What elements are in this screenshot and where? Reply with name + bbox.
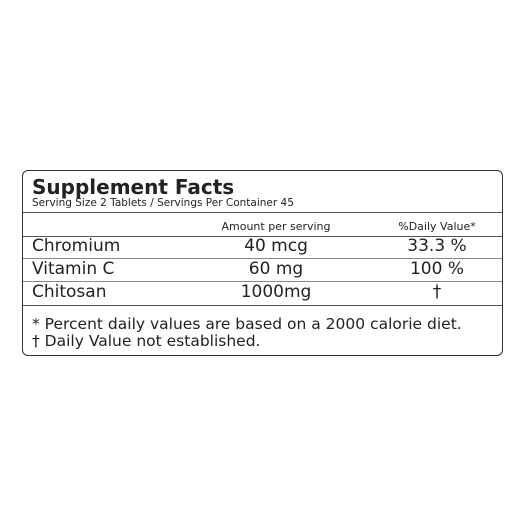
divider <box>23 236 502 237</box>
nutrient-name: Chitosan <box>32 282 107 302</box>
cell: † <box>432 282 442 302</box>
cell: 60 mg <box>248 259 304 279</box>
cell: 1000mg <box>240 282 312 302</box>
cell: 100 % <box>409 259 465 279</box>
cell: 40 mcg <box>244 236 308 256</box>
nutrient-name: Chromium <box>32 236 121 256</box>
column-header: Amount per serving <box>221 220 331 233</box>
row-divider <box>23 281 502 282</box>
facts-panel: Supplement Facts Serving Size 2 Tablets … <box>22 170 503 356</box>
cell: 33.3 % <box>407 236 467 256</box>
footnote: † Daily Value not established. <box>32 332 261 350</box>
divider <box>23 305 502 306</box>
divider <box>23 212 502 213</box>
footnote: * Percent daily values are based on a 20… <box>32 315 462 333</box>
serving-info: Serving Size 2 Tablets / Servings Per Co… <box>32 197 294 209</box>
title: Supplement Facts <box>32 175 235 199</box>
nutrient-name: Vitamin C <box>32 259 115 279</box>
column-header: %Daily Value* <box>398 220 476 233</box>
row-divider <box>23 258 502 259</box>
